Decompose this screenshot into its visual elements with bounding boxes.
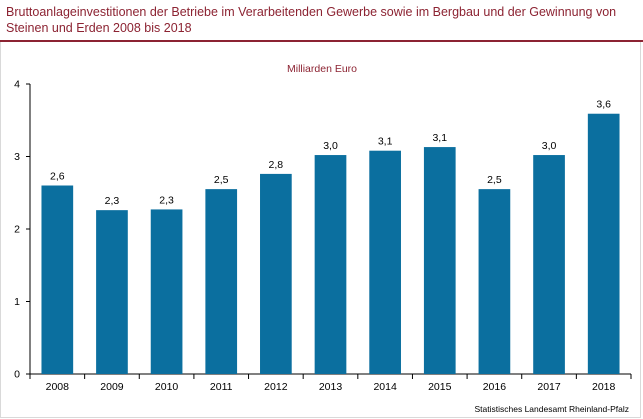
y-tick-label: 2 [14, 224, 20, 236]
data-label-2015: 3,1 [432, 132, 447, 144]
bar-2012 [260, 173, 292, 374]
x-tick-label: 2014 [373, 381, 397, 393]
x-tick-label: 2012 [264, 381, 288, 393]
source-note: Statistisches Landesamt Rheinland-Pfalz [474, 404, 630, 414]
bar-2017 [533, 155, 565, 374]
data-label-2012: 2,8 [269, 159, 284, 171]
unit-label: Milliarden Euro [287, 63, 357, 75]
y-tick-label: 1 [14, 296, 20, 308]
data-label-2016: 2,5 [487, 174, 502, 186]
data-label-2014: 3,1 [378, 136, 393, 148]
x-tick-label: 2017 [537, 381, 561, 393]
x-tick-label: 2008 [46, 381, 70, 393]
x-axis: 2008 2009 2010 2011 2012 2013 2014 2015 2016 2017… [29, 373, 632, 393]
y-tick-label: 0 [14, 369, 20, 381]
x-tick-label: 2010 [155, 381, 179, 393]
bar-2010 [150, 209, 183, 374]
x-tick-label: 2015 [428, 381, 452, 393]
x-tick-label: 2009 [100, 381, 124, 393]
bar-2008 [41, 185, 74, 374]
data-label-2010: 2,3 [159, 194, 174, 206]
x-tick-label: 2013 [319, 381, 343, 393]
bar-2009 [96, 210, 128, 374]
x-tick-label: 2016 [483, 381, 507, 393]
y-tick-label: 4 [14, 79, 20, 91]
data-label-2008: 2,6 [50, 171, 65, 183]
data-label-2017: 3,0 [542, 140, 557, 152]
title-divider [0, 40, 643, 42]
bar-2013 [314, 155, 347, 374]
bar-2014 [369, 150, 401, 374]
y-tick-label: 3 [14, 151, 20, 163]
x-tick-label: 2011 [210, 381, 233, 393]
bar-2016 [478, 189, 511, 374]
x-tick-label: 2018 [592, 381, 616, 393]
data-label-2011: 2,5 [214, 174, 229, 186]
bar-2015 [423, 147, 456, 374]
data-label-2013: 3,0 [323, 140, 338, 152]
y-axis: 0 1 2 3 4 [14, 79, 31, 381]
bar-2018 [587, 113, 620, 374]
bar-2011 [205, 189, 238, 374]
chart-title: Bruttoanlageinvestitionen der Betriebe i… [6, 5, 617, 35]
bars-group [41, 113, 620, 374]
data-labels-group: 2,6 2,3 2,3 2,5 2,8 3,0 3,1 3,1 2,5 3,0 3,6 [50, 99, 611, 207]
data-label-2018: 3,6 [596, 99, 611, 111]
data-label-2009: 2,3 [105, 195, 120, 207]
